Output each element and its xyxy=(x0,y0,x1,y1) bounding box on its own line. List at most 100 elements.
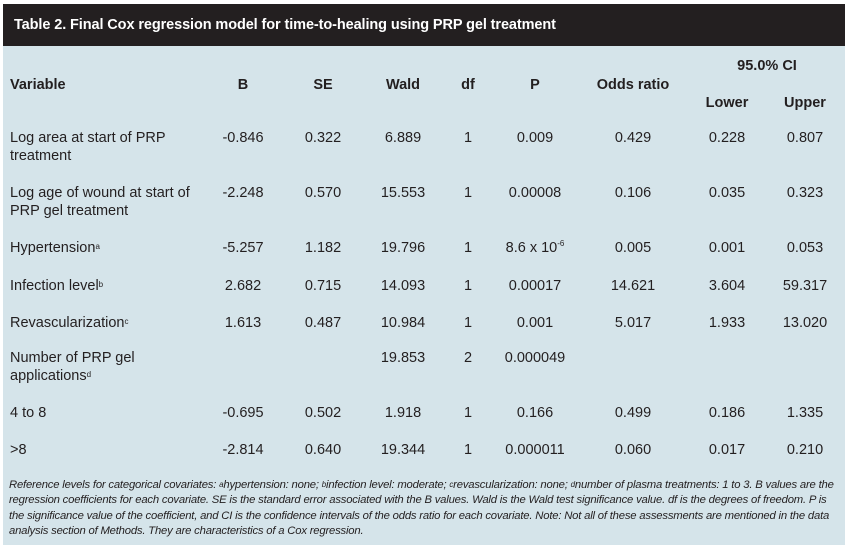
footnote-marker: c xyxy=(124,317,129,326)
cell-value: 1 xyxy=(463,442,473,458)
cell-value: 14.093 xyxy=(380,278,426,294)
cell-value: 1 xyxy=(463,130,473,146)
cell-odds-ratio: 0.005 xyxy=(615,240,651,256)
header-lower: Lower xyxy=(705,95,749,111)
cell-value: 0.106 xyxy=(614,185,652,201)
cell-variable: Number of PRP gel applicationsd xyxy=(10,349,200,385)
cell-value: 0.166 xyxy=(516,405,554,421)
cell-lower: 0.228 xyxy=(709,130,745,146)
variable-label: Log age of wound at start of PRP gel tre… xyxy=(10,185,190,219)
table-title-bar: Table 2. Final Cox regression model for … xyxy=(3,4,845,46)
cell-odds-ratio: 0.106 xyxy=(615,185,651,201)
cell-se: 0.640 xyxy=(305,442,341,458)
cell-b: -0.695 xyxy=(222,405,263,421)
cell-odds-ratio: 14.621 xyxy=(611,278,655,294)
cell-value: 5.017 xyxy=(614,315,652,331)
cell-value: 0.487 xyxy=(304,315,342,331)
cell-value: 0.570 xyxy=(304,185,342,201)
footnote-marker: d xyxy=(86,370,92,379)
cell-df: 1 xyxy=(464,240,472,256)
cell-value: 0.715 xyxy=(304,278,342,294)
footnote-lead: Reference levels for categorical covaria… xyxy=(9,479,220,491)
cell-b: -5.257 xyxy=(222,240,263,256)
cell-value: 0.322 xyxy=(304,130,342,146)
cell-p: 0.00008 xyxy=(509,185,561,201)
footnote-item: infection level: moderate; xyxy=(326,479,450,491)
cell-value: 0.210 xyxy=(786,442,824,458)
cell-p: 0.009 xyxy=(517,130,553,146)
header-ci: 95.0% CI xyxy=(737,58,797,74)
cell-p: 0.000049 xyxy=(505,350,565,366)
cell-lower: 0.001 xyxy=(709,240,745,256)
cell-value: 59.317 xyxy=(782,278,828,294)
cell-variable: >8 xyxy=(10,441,200,459)
cell-odds-ratio: 0.429 xyxy=(615,130,651,146)
cell-value: 1 xyxy=(463,278,473,294)
cell-se: 0.570 xyxy=(305,185,341,201)
cell-value: 0.429 xyxy=(614,130,652,146)
cell-upper: 0.210 xyxy=(787,442,823,458)
cell-value: 1.933 xyxy=(708,315,746,331)
cell-value: -0.846 xyxy=(222,130,264,146)
header-wald: Wald xyxy=(385,77,421,93)
cell-wald: 19.344 xyxy=(381,442,425,458)
cell-p: 8.6 x 10-6 xyxy=(506,239,565,256)
variable-label: Hypertension xyxy=(10,240,96,256)
footnote-item: number of plasma treatments: 1 to 3. xyxy=(574,479,753,491)
cell-df: 1 xyxy=(464,278,472,294)
cell-df: 1 xyxy=(464,405,472,421)
cell-variable: 4 to 8 xyxy=(10,404,200,422)
cell-value: 0.186 xyxy=(708,405,746,421)
header-upper: Upper xyxy=(784,95,826,111)
cell-b: -2.814 xyxy=(222,442,263,458)
header-b: B xyxy=(237,77,249,93)
cell-value: -0.695 xyxy=(222,405,264,421)
footnote-marker: d xyxy=(570,480,575,489)
cell-se: 0.487 xyxy=(305,315,341,331)
cell-value: 1.918 xyxy=(384,405,422,421)
cell-value: 19.853 xyxy=(380,350,426,366)
cell-value: 0.000011 xyxy=(505,442,565,458)
cell-value: -2.814 xyxy=(222,442,264,458)
cell-lower: 0.186 xyxy=(709,405,745,421)
cell-value: 13.020 xyxy=(782,315,828,331)
variable-label: Number of PRP gel applications xyxy=(10,350,135,384)
cell-upper: 0.323 xyxy=(787,185,823,201)
cell-wald: 15.553 xyxy=(381,185,425,201)
cell-upper: 0.807 xyxy=(787,130,823,146)
cell-value: -2.248 xyxy=(222,185,264,201)
cell-odds-ratio: 0.060 xyxy=(615,442,651,458)
cell-value: 3.604 xyxy=(708,278,746,294)
cell-se: 0.322 xyxy=(305,130,341,146)
cell-df: 1 xyxy=(464,442,472,458)
cell-value: 15.553 xyxy=(380,185,426,201)
table-footnote: Reference levels for categorical covaria… xyxy=(9,478,839,539)
cell-se: 0.502 xyxy=(305,405,341,421)
cell-lower: 0.017 xyxy=(709,442,745,458)
cell-value: 2.682 xyxy=(224,278,262,294)
cell-b: -2.248 xyxy=(222,185,263,201)
header-df: df xyxy=(461,77,475,93)
header-se: SE xyxy=(313,77,333,93)
cell-p: 0.000011 xyxy=(505,442,564,458)
cell-value: 2 xyxy=(463,350,473,366)
cell-value: 0.228 xyxy=(708,130,746,146)
cell-variable: Revascularizationc xyxy=(10,314,200,332)
cell-df: 1 xyxy=(464,315,472,331)
cell-value: 1.613 xyxy=(224,315,262,331)
cell-df: 2 xyxy=(464,350,472,366)
footnote-marker: c xyxy=(449,480,454,489)
cell-value: 0.005 xyxy=(614,240,652,256)
cell-wald: 14.093 xyxy=(381,278,425,294)
cell-variable: Log area at start of PRP treatment xyxy=(10,129,200,165)
header-variable: Variable xyxy=(10,77,66,93)
cell-df: 1 xyxy=(464,185,472,201)
cell-lower: 3.604 xyxy=(709,278,745,294)
cell-value: 19.796 xyxy=(380,240,426,256)
header-p: P xyxy=(530,77,540,93)
cell-wald: 10.984 xyxy=(381,315,425,331)
cell-b: -0.846 xyxy=(222,130,263,146)
cell-value: 0.499 xyxy=(614,405,652,421)
footnote-item: hypertension: none; xyxy=(223,479,322,491)
cell-value: 0.001 xyxy=(516,315,554,331)
